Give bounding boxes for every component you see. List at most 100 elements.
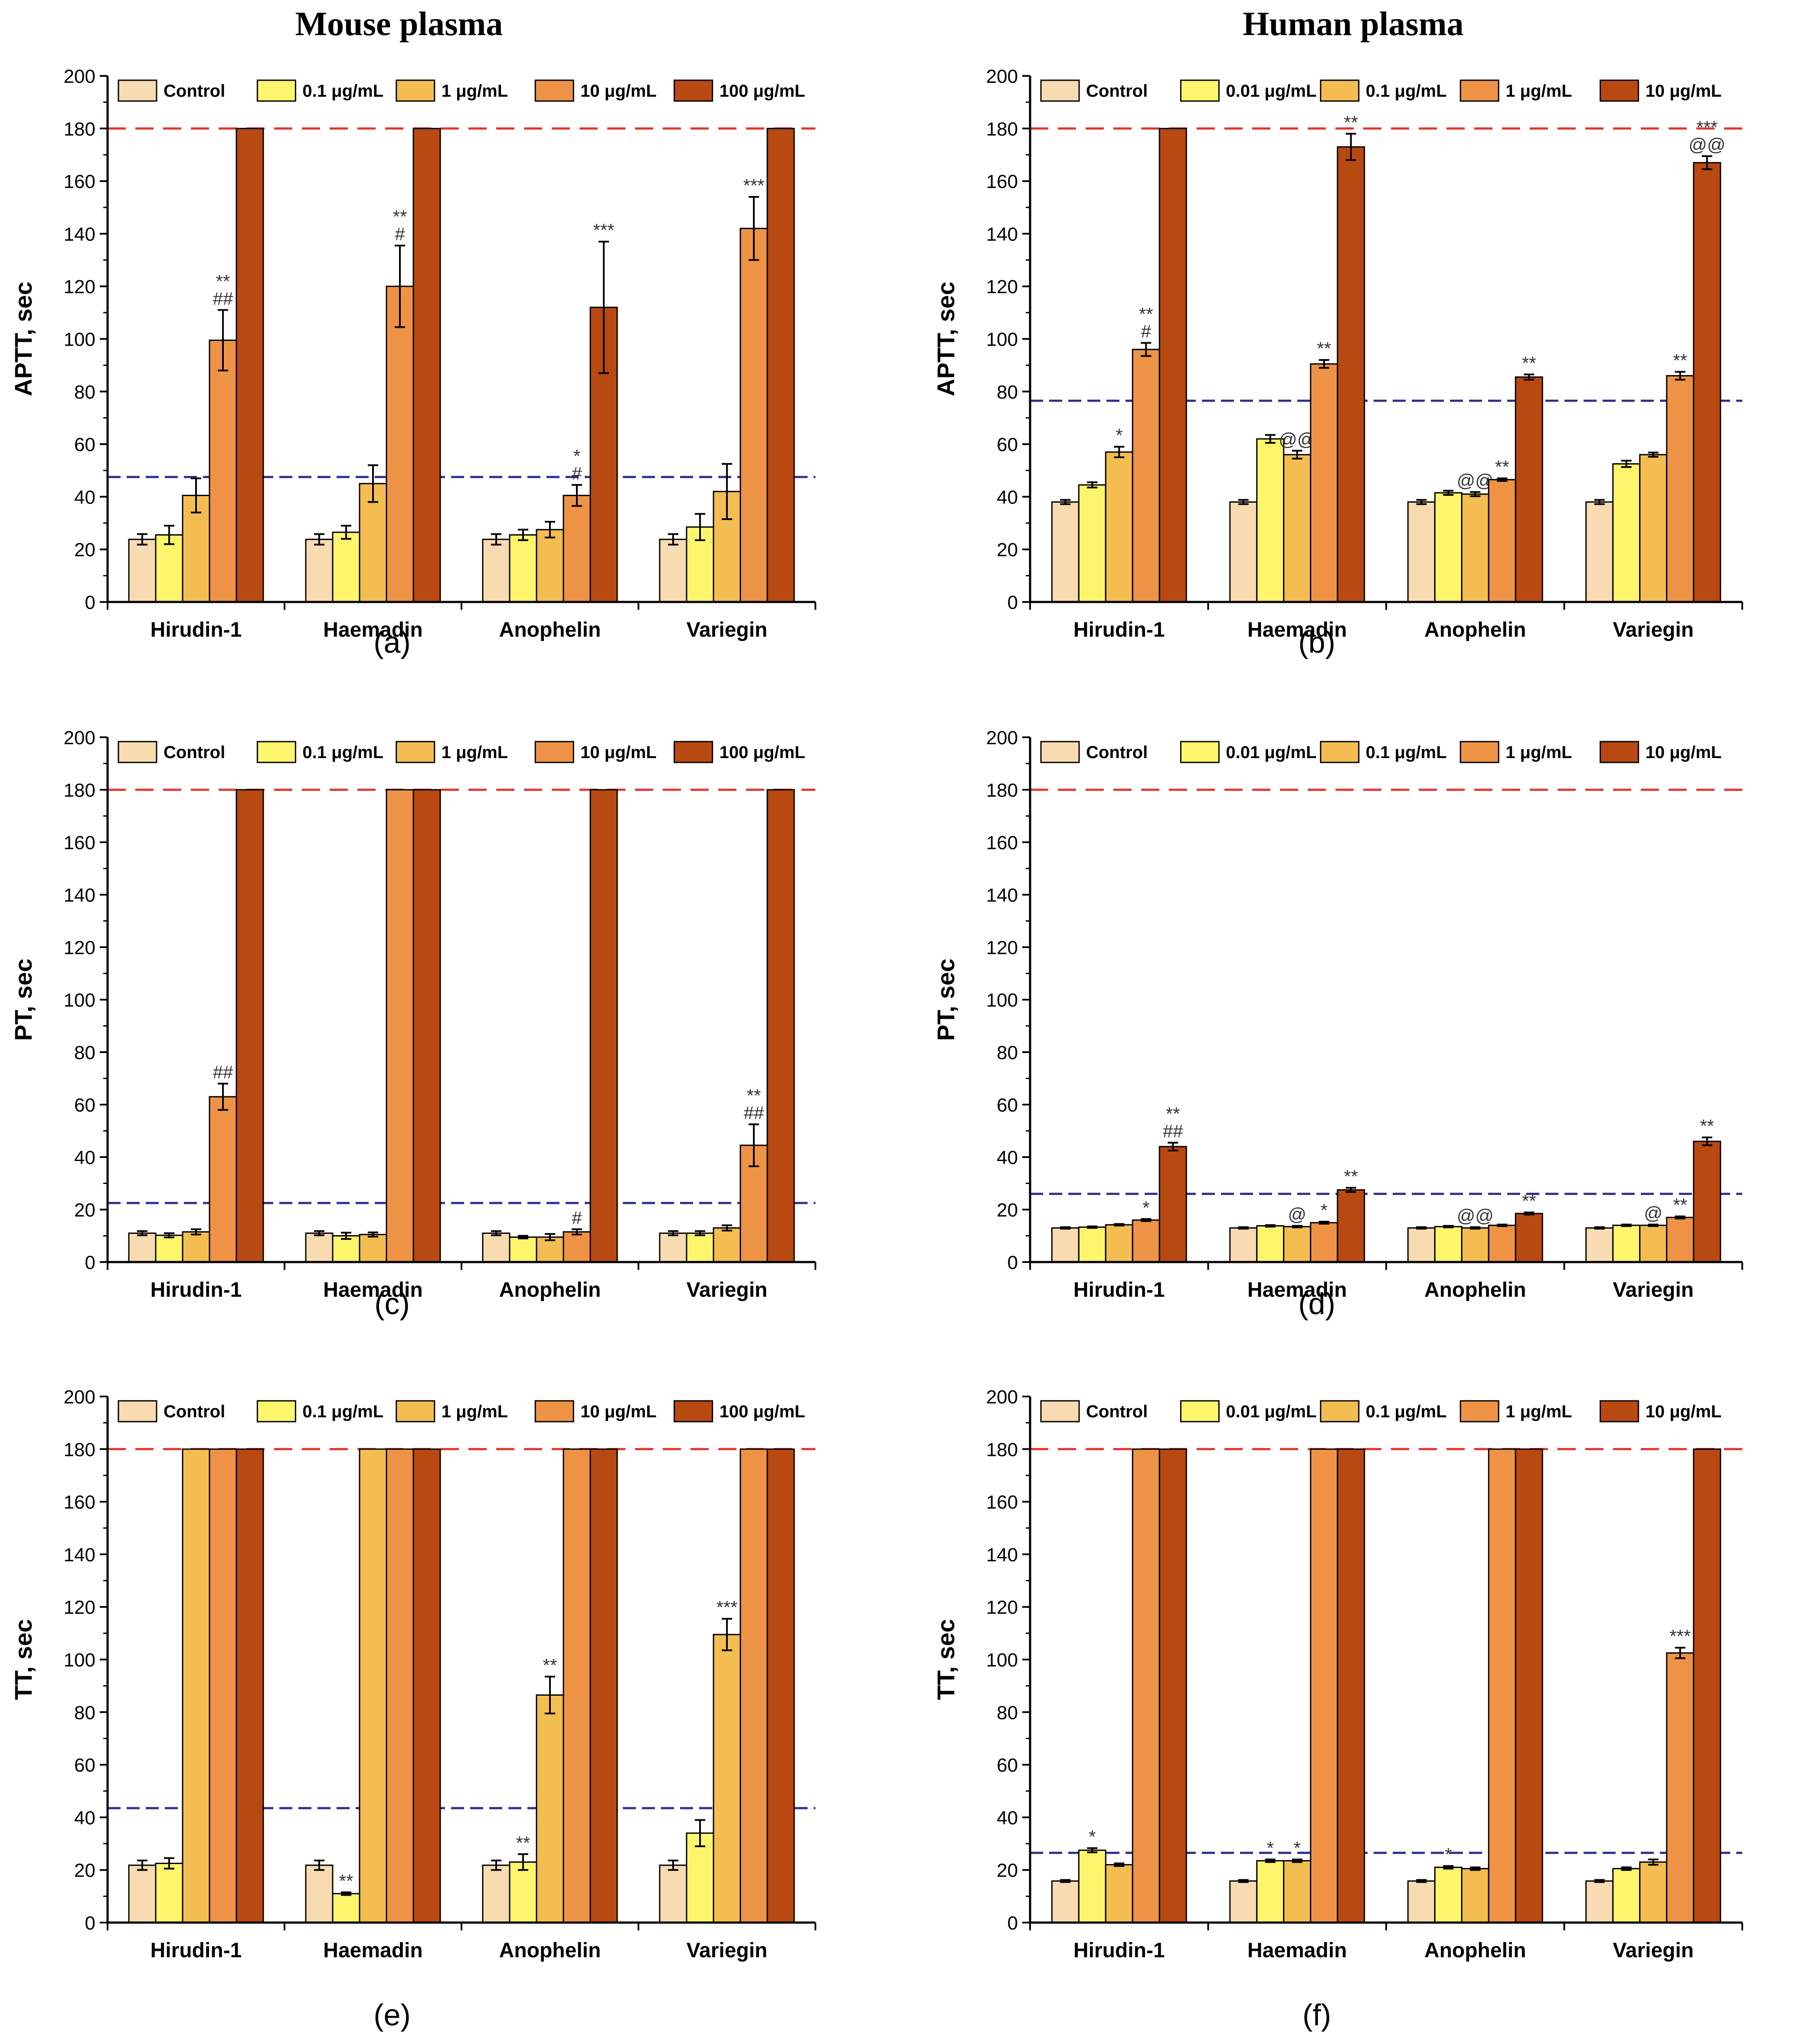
- y-tick-label: 140: [986, 1544, 1018, 1566]
- bar-d-1-2: [1283, 1226, 1312, 1263]
- significance-label: ***: [593, 220, 614, 240]
- bar-d-1-4: [1337, 1189, 1365, 1263]
- bar-d-3-1: [1612, 1224, 1641, 1263]
- y-axis-label: APTT, sec: [932, 281, 959, 396]
- category-label: Anophelin: [1424, 1279, 1526, 1302]
- bar-f-3-2: [1639, 1861, 1668, 1923]
- bar-a-3-4: [766, 128, 795, 603]
- significance-label: **: [1700, 1116, 1714, 1136]
- y-tick-label: 80: [997, 1702, 1018, 1724]
- bar-d-2-0: [1407, 1227, 1436, 1263]
- significance-label: #: [395, 224, 405, 244]
- bar-a-3-3: [740, 228, 768, 603]
- significance-label: ##: [213, 1062, 233, 1083]
- bar-c-3-4: [766, 789, 795, 1263]
- legend-swatch: [118, 741, 157, 763]
- y-tick-label: 180: [64, 1439, 95, 1460]
- bar-f-1-1: [1256, 1860, 1285, 1923]
- category-label: Hirudin-1: [1073, 1279, 1165, 1302]
- legend-swatch: [1600, 741, 1639, 763]
- legend-entry: Control: [164, 1402, 225, 1421]
- significance-label: **: [1673, 350, 1687, 370]
- significance-label: *: [1267, 1838, 1274, 1858]
- legend-entry: 1 μg/mL: [1505, 1402, 1572, 1421]
- y-tick-label: 20: [997, 540, 1018, 561]
- bar-e-2-4: [589, 1448, 618, 1923]
- bar-a-2-1: [509, 534, 537, 603]
- bar-b-3-1: [1612, 463, 1641, 603]
- legend-entry: 10 μg/mL: [1646, 1402, 1722, 1421]
- bar-f-0-0: [1051, 1880, 1080, 1923]
- y-tick-label: 0: [85, 1913, 95, 1934]
- legend-swatch: [1320, 79, 1360, 102]
- y-tick-label: 200: [986, 66, 1018, 87]
- y-tick-label: 0: [1008, 592, 1018, 613]
- significance-label: *: [1089, 1826, 1096, 1847]
- bar-f-1-0: [1229, 1880, 1258, 1923]
- y-tick-label: 60: [74, 434, 95, 455]
- y-axis-label: APTT, sec: [10, 281, 37, 396]
- significance-label: **: [1522, 1191, 1536, 1211]
- y-tick-label: 200: [64, 1387, 95, 1408]
- significance-label: @@: [1457, 470, 1494, 491]
- y-tick-label: 180: [986, 780, 1018, 801]
- y-tick-label: 80: [997, 382, 1018, 403]
- y-tick-label: 80: [74, 1042, 95, 1063]
- significance-label: **: [1673, 1195, 1687, 1215]
- y-tick-label: 200: [64, 66, 95, 87]
- y-tick-label: 140: [64, 885, 95, 906]
- significance-label: **: [543, 1655, 557, 1675]
- legend-entry: Control: [1086, 1402, 1148, 1421]
- bar-a-1-4: [412, 128, 441, 603]
- bar-c-1-2: [359, 1233, 387, 1263]
- significance-label: **: [1344, 112, 1358, 132]
- category-label: Haemadin: [1247, 618, 1347, 641]
- y-tick-label: 20: [997, 1200, 1018, 1221]
- legend-swatch: [396, 1400, 435, 1423]
- legend-entry: 10 μg/mL: [580, 1402, 657, 1421]
- bar-c-0-0: [128, 1232, 157, 1263]
- bar-e-2-1: [509, 1861, 537, 1923]
- bar-a-1-1: [332, 531, 360, 603]
- bar-f-1-2: [1283, 1860, 1312, 1923]
- y-tick-label: 40: [74, 1807, 95, 1828]
- category-label: Haemadin: [1247, 1939, 1347, 1962]
- significance-label: *: [1445, 1845, 1452, 1865]
- y-tick-label: 80: [74, 1702, 95, 1724]
- category-label: Haemadin: [323, 618, 422, 641]
- bar-e-1-3: [386, 1448, 414, 1923]
- significance-label: ##: [744, 1102, 764, 1123]
- bar-c-0-1: [155, 1234, 183, 1263]
- bar-e-0-3: [209, 1448, 237, 1923]
- y-tick-label: 80: [997, 1042, 1018, 1063]
- significance-label: #: [572, 1207, 582, 1228]
- bar-b-0-2: [1105, 451, 1133, 603]
- legend-entry: 10 μg/mL: [1646, 743, 1722, 762]
- y-tick-label: 40: [997, 1807, 1018, 1828]
- significance-label: ***: [716, 1597, 737, 1617]
- bar-b-2-0: [1407, 501, 1436, 603]
- bar-a-1-0: [305, 539, 334, 603]
- bar-d-2-1: [1434, 1226, 1463, 1263]
- y-tick-label: 120: [986, 1597, 1018, 1618]
- legend-swatch: [674, 79, 713, 102]
- y-tick-label: 100: [986, 329, 1018, 350]
- bar-f-2-4: [1515, 1448, 1543, 1923]
- significance-label: *: [1142, 1197, 1149, 1218]
- y-tick-label: 60: [997, 1755, 1018, 1776]
- bar-c-2-1: [509, 1236, 537, 1263]
- y-tick-label: 40: [997, 487, 1018, 508]
- bar-c-3-2: [713, 1227, 741, 1263]
- bar-b-3-2: [1639, 454, 1668, 603]
- bar-d-0-3: [1132, 1219, 1160, 1263]
- bar-c-3-1: [686, 1232, 714, 1263]
- y-tick-label: 100: [986, 990, 1018, 1011]
- legend-swatch: [256, 741, 296, 763]
- bar-f-0-4: [1158, 1448, 1187, 1923]
- legend-entry: 10 μg/mL: [580, 743, 657, 762]
- legend-swatch: [1600, 1400, 1639, 1423]
- category-label: Anophelin: [499, 1279, 601, 1302]
- chart-panel-c: ##Hirudin-1 Haemadin#Anophelin##**Variegi…: [10, 727, 816, 1321]
- legend-swatch: [1040, 79, 1080, 102]
- legend-swatch: [118, 1400, 157, 1423]
